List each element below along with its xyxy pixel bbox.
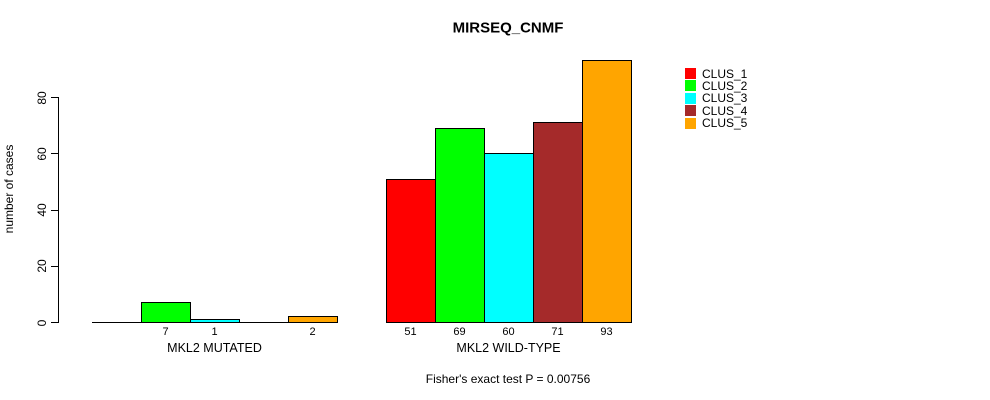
legend-item-label: CLUS_3 bbox=[702, 91, 748, 106]
y-tick-mark bbox=[51, 209, 58, 211]
y-axis-line bbox=[58, 97, 59, 323]
bar-clus_3 bbox=[484, 153, 534, 323]
y-tick-mark bbox=[51, 153, 58, 155]
y-tick-mark bbox=[51, 97, 58, 98]
legend-item-label: CLUS_5 bbox=[702, 116, 748, 131]
bar-value-label: 93 bbox=[600, 326, 613, 338]
bar-clus_5 bbox=[288, 316, 338, 323]
legend-color-swatch bbox=[685, 117, 696, 129]
bar-value-label: 60 bbox=[502, 326, 515, 338]
legend-color-swatch bbox=[685, 68, 696, 79]
fisher-annotation: Fisher's exact test P = 0.00756 bbox=[425, 372, 591, 386]
bar-value-label: 1 bbox=[211, 326, 218, 338]
y-tick-label: 40 bbox=[35, 203, 49, 217]
legend-color-swatch bbox=[685, 80, 696, 92]
legend-color-swatch bbox=[685, 92, 696, 104]
bar-value-label: 71 bbox=[551, 326, 564, 338]
bar-clus_4 bbox=[533, 122, 583, 323]
x-group-label: MKL2 MUTATED bbox=[167, 341, 262, 355]
x-group-label: MKL2 WILD-TYPE bbox=[456, 341, 561, 355]
y-tick-label: 0 bbox=[35, 319, 49, 326]
bar-clus_5 bbox=[582, 60, 632, 323]
y-tick-label: 20 bbox=[35, 259, 49, 273]
bar-clus_2 bbox=[435, 127, 485, 323]
y-tick-label: 60 bbox=[35, 147, 49, 161]
legend-item-label: CLUS_2 bbox=[702, 78, 748, 93]
y-tick-mark bbox=[51, 265, 58, 267]
y-tick-mark bbox=[51, 322, 58, 323]
chart-title: MIRSEQ_CNMF bbox=[452, 19, 564, 37]
bar-value-label: 2 bbox=[309, 326, 316, 338]
legend-color-swatch bbox=[685, 105, 696, 117]
bar-value-label: 51 bbox=[404, 326, 417, 338]
legend-item-label: CLUS_1 bbox=[702, 66, 748, 81]
bar-clus_2 bbox=[141, 302, 191, 323]
bar-value-label: 7 bbox=[162, 326, 169, 338]
y-axis-label: number of cases bbox=[2, 144, 16, 234]
y-tick-label: 80 bbox=[35, 90, 49, 105]
bar-value-label: 69 bbox=[453, 326, 466, 338]
bar-clus_1 bbox=[386, 178, 436, 323]
legend-item-label: CLUS_4 bbox=[702, 103, 748, 118]
bar-clus_3 bbox=[190, 319, 240, 323]
